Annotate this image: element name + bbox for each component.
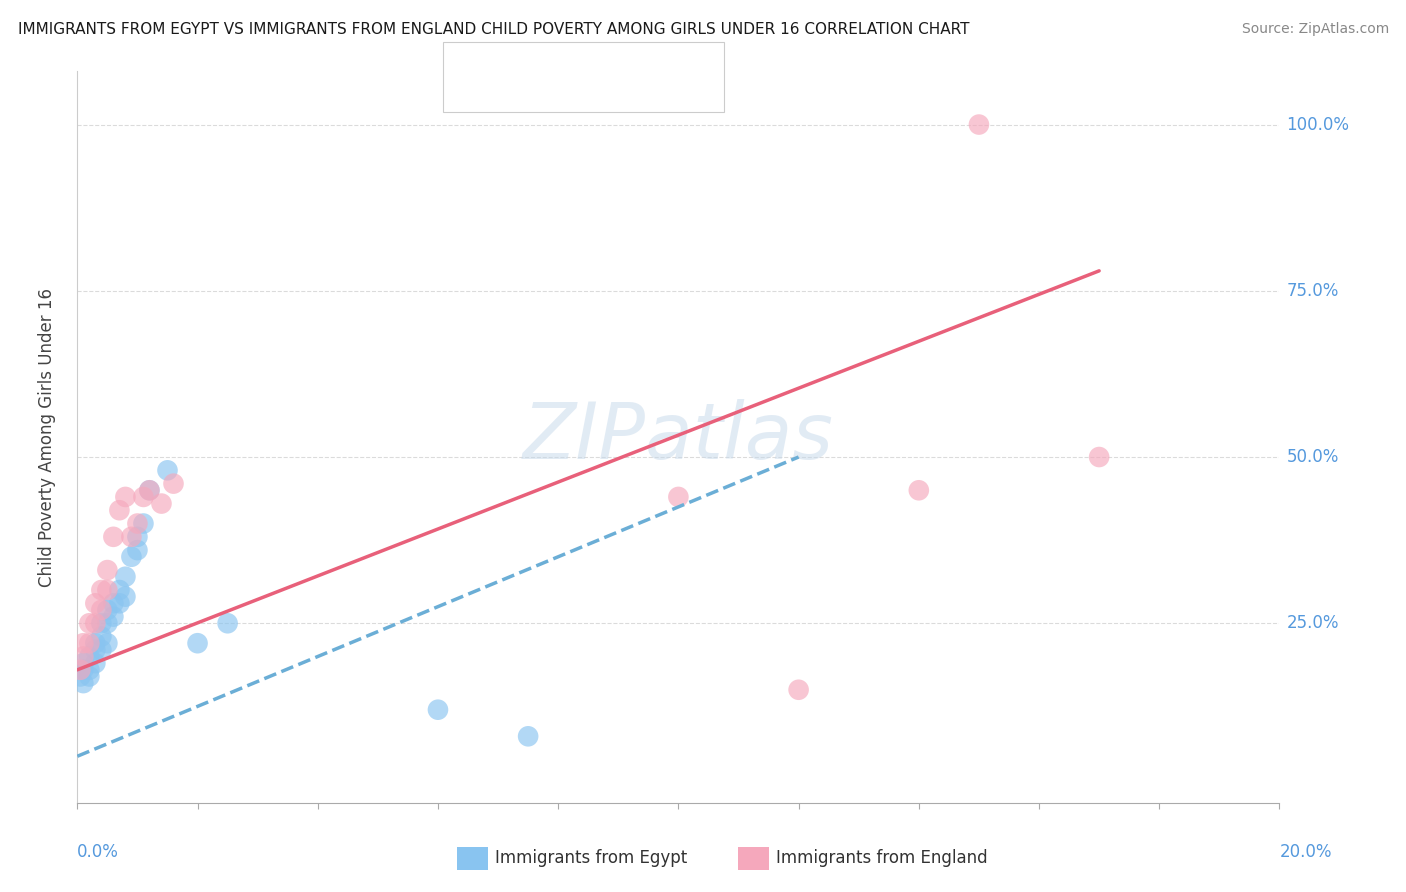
Point	[132, 490, 155, 504]
Point	[96, 563, 118, 577]
Text: IMMIGRANTS FROM EGYPT VS IMMIGRANTS FROM ENGLAND CHILD POVERTY AMONG GIRLS UNDER: IMMIGRANTS FROM EGYPT VS IMMIGRANTS FROM…	[18, 22, 970, 37]
Point	[668, 490, 690, 504]
Point	[79, 663, 101, 677]
Point	[127, 530, 149, 544]
Point	[96, 603, 118, 617]
Point	[69, 669, 91, 683]
Point	[84, 616, 107, 631]
Point	[79, 616, 101, 631]
Point	[517, 729, 540, 743]
Point	[127, 516, 149, 531]
Point	[132, 516, 155, 531]
Point	[79, 669, 101, 683]
Text: ZIPatlas: ZIPatlas	[523, 399, 834, 475]
Point	[108, 596, 131, 610]
Point	[120, 549, 142, 564]
Point	[84, 656, 107, 670]
Text: Immigrants from England: Immigrants from England	[776, 849, 988, 867]
Point	[787, 682, 810, 697]
Point	[114, 570, 136, 584]
Point	[120, 530, 142, 544]
Point	[103, 609, 125, 624]
Point	[69, 663, 91, 677]
Text: N = 32: N = 32	[589, 59, 647, 77]
Point	[138, 483, 160, 498]
Point	[96, 636, 118, 650]
Point	[150, 497, 173, 511]
Point	[84, 596, 107, 610]
Y-axis label: Child Poverty Among Girls Under 16: Child Poverty Among Girls Under 16	[38, 287, 56, 587]
Point	[72, 656, 94, 670]
Text: 0.0%: 0.0%	[77, 843, 120, 861]
Point	[84, 636, 107, 650]
Text: Immigrants from Egypt: Immigrants from Egypt	[495, 849, 688, 867]
Point	[96, 616, 118, 631]
Text: 75.0%: 75.0%	[1286, 282, 1339, 300]
Point	[156, 463, 179, 477]
Point	[967, 118, 990, 132]
Point	[114, 490, 136, 504]
Point	[72, 636, 94, 650]
Point	[96, 582, 118, 597]
Text: R =  0.616: R = 0.616	[494, 85, 582, 103]
Point	[127, 543, 149, 558]
Point	[108, 503, 131, 517]
Point	[90, 643, 112, 657]
Point	[72, 649, 94, 664]
Point	[186, 636, 209, 650]
Point	[138, 483, 160, 498]
Text: 20.0%: 20.0%	[1279, 843, 1331, 861]
Point	[217, 616, 239, 631]
Text: 100.0%: 100.0%	[1286, 116, 1350, 134]
Text: N = 25: N = 25	[589, 85, 647, 103]
Point	[79, 636, 101, 650]
Point	[72, 663, 94, 677]
Point	[84, 643, 107, 657]
Point	[90, 616, 112, 631]
Text: Source: ZipAtlas.com: Source: ZipAtlas.com	[1241, 22, 1389, 37]
Point	[90, 582, 112, 597]
Point	[103, 530, 125, 544]
Point	[72, 676, 94, 690]
Point	[427, 703, 450, 717]
Point	[114, 590, 136, 604]
Point	[908, 483, 931, 498]
Text: R =  0.409: R = 0.409	[494, 59, 582, 77]
Text: 25.0%: 25.0%	[1286, 615, 1339, 632]
Point	[79, 649, 101, 664]
Point	[90, 630, 112, 644]
Text: 50.0%: 50.0%	[1286, 448, 1339, 466]
Point	[1088, 450, 1111, 464]
Point	[108, 582, 131, 597]
Point	[90, 603, 112, 617]
Point	[162, 476, 184, 491]
Point	[103, 596, 125, 610]
